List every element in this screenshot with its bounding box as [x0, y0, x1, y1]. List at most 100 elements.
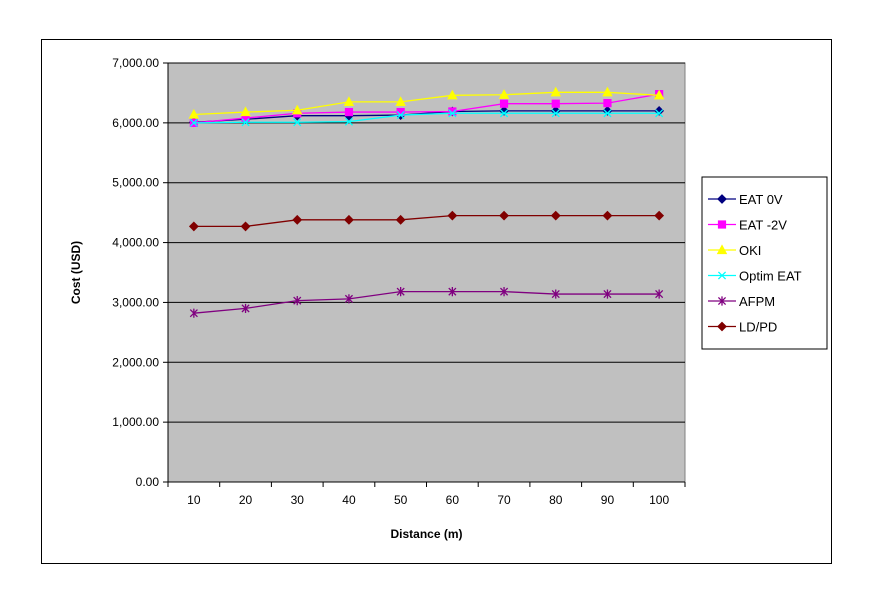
data-point — [499, 210, 509, 221]
x-tick-label: 50 — [394, 493, 408, 507]
data-point — [343, 96, 355, 107]
data-point — [293, 296, 302, 306]
x-tick-label: 100 — [649, 493, 669, 507]
y-tick-label: 4,000.00 — [112, 236, 159, 250]
y-tick-label: 7,000.00 — [112, 56, 159, 70]
data-point — [655, 289, 664, 299]
chart-frame: 0.00 1,000.00 2,000.00 3,000.00 4,000.00 5,00… — [41, 39, 832, 564]
data-point — [395, 214, 406, 225]
series-line — [193, 91, 660, 116]
data-point — [344, 214, 354, 225]
series-afpm — [189, 287, 664, 318]
data-point — [603, 109, 612, 118]
series-line — [193, 110, 660, 123]
axes: 0.00 1,000.00 2,000.00 3,000.00 4,000.00 5,00… — [112, 56, 686, 507]
series-line — [193, 291, 660, 314]
data-point — [188, 108, 200, 119]
data-point — [293, 118, 302, 127]
legend-entry: AFPM — [708, 294, 775, 309]
data-point — [498, 89, 510, 99]
series-ld-pd — [188, 210, 665, 232]
x-axis-title: Distance (m) — [390, 527, 462, 541]
data-point — [447, 210, 458, 221]
legend-entry: EAT -2V — [708, 218, 787, 233]
x-tick-label: 30 — [291, 493, 305, 507]
data-point — [241, 118, 250, 127]
y-tick-label: 6,000.00 — [112, 116, 159, 130]
data-point — [188, 221, 199, 232]
data-point — [292, 214, 303, 225]
legend-swatch-marker — [717, 220, 727, 229]
data-point — [344, 107, 354, 117]
y-tick-label: 0.00 — [136, 475, 160, 489]
data-point — [499, 109, 509, 118]
data-point — [240, 106, 251, 117]
legend-entry: Optim EAT — [708, 269, 802, 284]
x-tick-label: 20 — [239, 493, 253, 507]
data-point — [448, 107, 457, 116]
legend-label: OKI — [739, 243, 761, 258]
legend-label: EAT 0V — [739, 192, 783, 207]
plot-area — [167, 62, 686, 483]
legend-entry: EAT 0V — [708, 192, 783, 207]
data-point — [240, 221, 251, 232]
x-tick-label: 60 — [446, 493, 460, 507]
data-point — [550, 210, 561, 221]
legend-entry: LD/PD — [708, 320, 777, 335]
legend-entry: OKI — [708, 243, 761, 258]
legend-swatch-marker — [717, 194, 727, 204]
x-tick-label: 80 — [549, 493, 563, 507]
data-point — [292, 104, 303, 115]
data-point — [551, 99, 560, 108]
data-point — [448, 287, 457, 297]
data-point — [653, 89, 665, 100]
legend-swatch-marker — [717, 321, 727, 332]
y-tick-label: 3,000.00 — [112, 295, 159, 309]
legend-swatch-marker — [716, 244, 728, 255]
y-tick-label: 1,000.00 — [112, 415, 159, 429]
legend-label: LD/PD — [739, 320, 777, 335]
data-point — [602, 105, 613, 116]
data-point — [499, 99, 509, 108]
legend-swatch-marker — [717, 271, 727, 280]
data-point — [602, 86, 613, 97]
data-point — [189, 308, 198, 318]
x-tick-label: 10 — [187, 493, 201, 507]
legend-box — [701, 176, 828, 350]
y-axis-title: Cost (USD) — [69, 241, 83, 304]
series-line — [193, 93, 660, 124]
data-point — [499, 287, 509, 297]
data-point — [396, 287, 405, 297]
plot-background — [167, 62, 686, 483]
legend-label: AFPM — [739, 294, 775, 309]
data-point — [448, 109, 457, 118]
data-point — [396, 111, 405, 120]
legend-label: EAT -2V — [739, 218, 787, 233]
series-line — [193, 112, 660, 124]
data-point — [654, 210, 665, 221]
data-point — [602, 210, 613, 221]
series-oki — [188, 86, 665, 119]
data-point — [241, 303, 250, 314]
series-line — [193, 214, 660, 228]
data-point — [447, 89, 458, 100]
data-point — [189, 118, 198, 127]
data-point — [395, 96, 406, 107]
data-point — [344, 294, 354, 304]
x-tick-label: 40 — [342, 493, 356, 507]
y-tick-label: 2,000.00 — [112, 355, 159, 369]
data-point — [551, 289, 560, 299]
legend-swatch-marker — [717, 296, 727, 306]
data-point — [551, 109, 560, 118]
data-point — [603, 289, 612, 299]
x-tick-label: 90 — [601, 493, 615, 507]
data-point — [603, 99, 612, 108]
series-layer — [188, 86, 665, 318]
line-chart: 0.00 1,000.00 2,000.00 3,000.00 4,000.00 5,00… — [69, 56, 828, 541]
data-point — [550, 86, 561, 97]
series-optim-eat — [189, 109, 664, 127]
x-tick-label: 70 — [497, 493, 511, 507]
data-point — [344, 117, 354, 126]
legend: EAT 0V EAT -2V OKI Optim EAT AFPM LD/PD — [701, 176, 828, 350]
data-point — [655, 109, 664, 118]
